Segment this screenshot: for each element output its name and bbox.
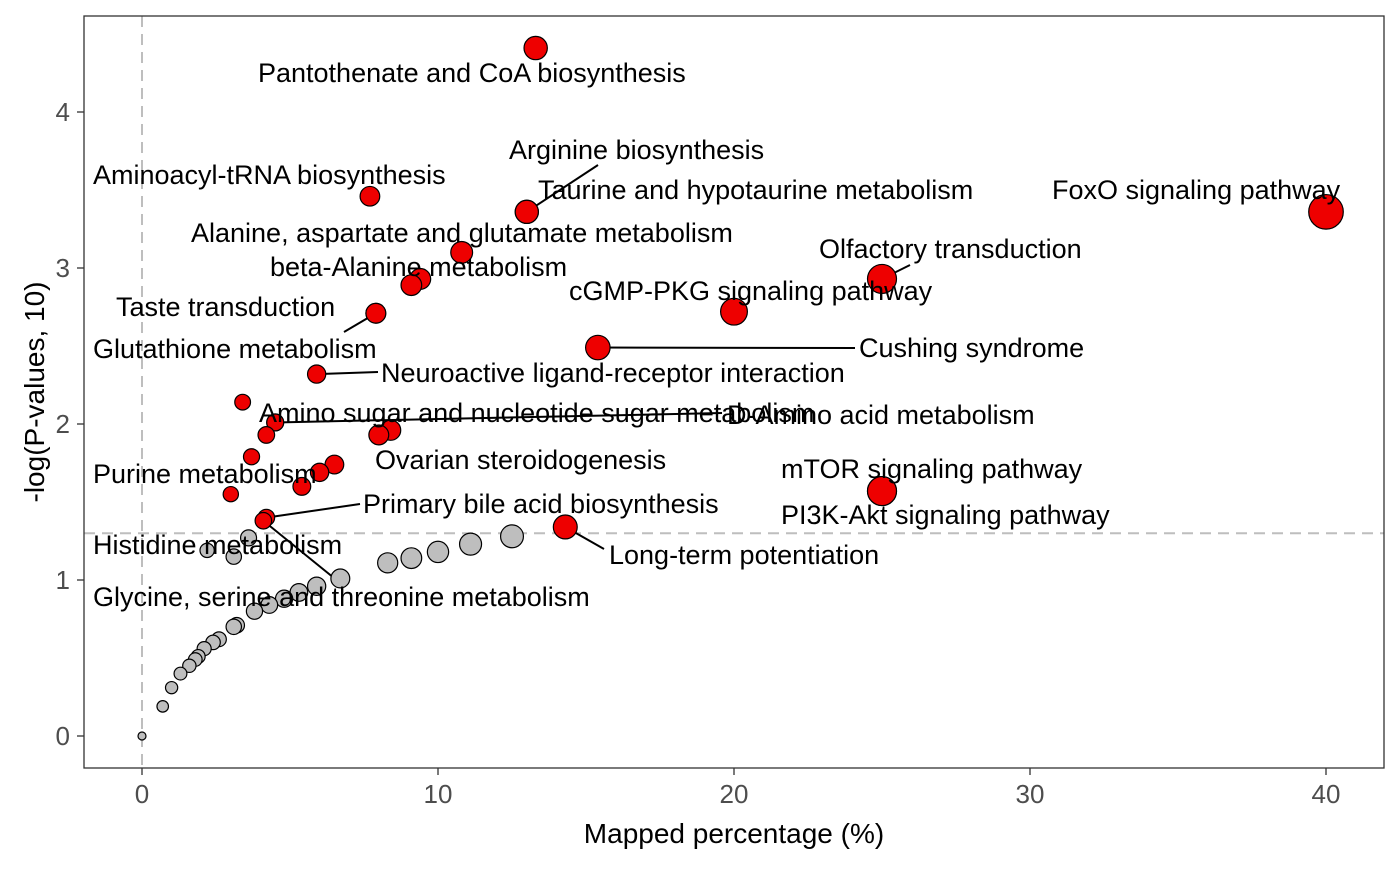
x-tick-label: 20 — [720, 779, 749, 809]
y-axis: 0 1 2 3 4 — [56, 97, 84, 751]
x-tick-label: 10 — [424, 779, 453, 809]
point-label: Primary bile acid biosynthesis — [363, 489, 719, 519]
y-axis-title: -log(P-values, 10) — [19, 282, 50, 503]
point-label: Cushing syndrome — [859, 333, 1084, 363]
y-tick-label: 0 — [56, 721, 70, 751]
x-tick-label: 40 — [1312, 779, 1341, 809]
significant-point — [524, 36, 547, 59]
x-tick-label: 30 — [1016, 779, 1045, 809]
non-significant-point — [460, 533, 482, 555]
x-axis-title: Mapped percentage (%) — [584, 818, 884, 849]
significant-point — [586, 335, 610, 359]
point-label: Aminoacyl-tRNA biosynthesis — [93, 160, 446, 190]
significant-point — [255, 512, 272, 529]
point-label: FoxO signaling pathway — [1052, 175, 1341, 205]
non-significant-point — [501, 525, 524, 548]
point-label: Taste transduction — [116, 292, 335, 322]
point-label: Purine metabolism — [93, 459, 317, 489]
point-label: Taurine and hypotaurine metabolism — [538, 175, 973, 205]
point-label: Glycine, serine and threonine metabolism — [93, 582, 590, 612]
point-label: Histidine metabolism — [93, 530, 342, 560]
non-significant-point — [427, 541, 448, 562]
point-label: Neuroactive ligand-receptor interaction — [381, 358, 845, 388]
non-significant-point — [226, 619, 241, 634]
y-tick-label: 3 — [56, 253, 70, 283]
significant-point — [366, 303, 386, 323]
y-tick-label: 4 — [56, 97, 70, 127]
non-significant-point — [378, 553, 398, 573]
point-label: Olfactory transduction — [819, 234, 1082, 264]
non-significant-point — [166, 682, 178, 694]
point-label: Long-term potentiation — [609, 540, 879, 570]
point-label: beta-Alanine metabolism — [270, 252, 567, 282]
x-axis: 0 10 20 30 40 — [135, 768, 1341, 809]
significant-point — [308, 365, 326, 383]
x-tick-label: 0 — [135, 779, 149, 809]
point-label: D-Amino acid metabolism — [727, 400, 1035, 430]
point-label: Glutathione metabolism — [93, 334, 377, 364]
non-significant-point — [138, 732, 146, 740]
point-label: Ovarian steroidogenesis — [375, 445, 666, 475]
significant-point — [235, 394, 251, 410]
y-tick-label: 1 — [56, 565, 70, 595]
plot-background — [84, 16, 1384, 768]
point-label: Arginine biosynthesis — [509, 135, 764, 165]
non-significant-point — [401, 548, 422, 569]
point-label: Pantothenate and CoA biosynthesis — [258, 58, 686, 88]
point-label: mTOR signaling pathway — [781, 454, 1083, 484]
y-tick-label: 2 — [56, 409, 70, 439]
point-label: cGMP-PKG signaling pathway — [569, 276, 933, 306]
non-significant-point — [174, 667, 187, 680]
non-significant-point — [157, 701, 169, 713]
significant-point — [258, 427, 275, 444]
point-label: PI3K-Akt signaling pathway — [781, 500, 1110, 530]
point-label: Alanine, aspartate and glutamate metabol… — [191, 218, 733, 248]
